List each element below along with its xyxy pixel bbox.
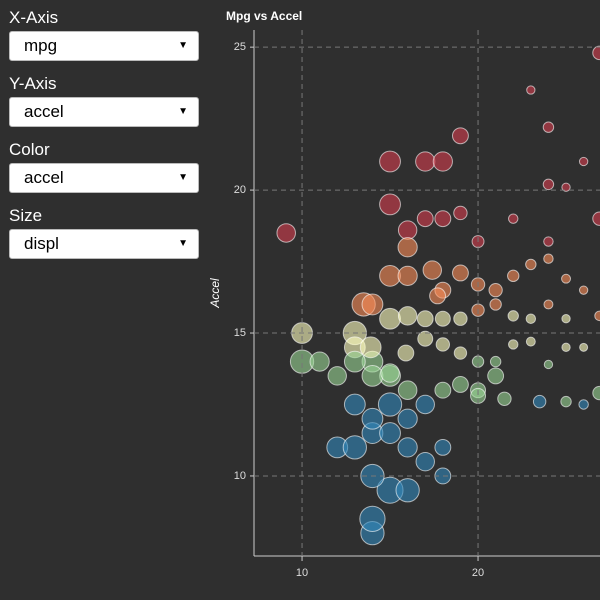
y-axis-label: Accel [208, 278, 222, 309]
point [578, 156, 589, 167]
y-tick-label: 10 [234, 470, 246, 482]
point [594, 310, 600, 322]
point [361, 293, 384, 316]
point [343, 393, 366, 416]
point [276, 223, 296, 243]
point [379, 264, 401, 287]
point [507, 269, 520, 283]
point [361, 364, 384, 387]
select[interactable]: displ [9, 229, 199, 259]
point [377, 392, 403, 417]
point [435, 337, 451, 352]
point [560, 395, 572, 408]
point [578, 285, 589, 295]
point [397, 344, 415, 362]
point [380, 363, 400, 383]
point [379, 150, 401, 173]
point [415, 394, 435, 415]
point [526, 85, 536, 95]
point [417, 330, 434, 347]
point [309, 351, 330, 372]
y-tick-label: 20 [234, 184, 246, 196]
point [453, 205, 468, 221]
point [525, 313, 537, 324]
point [561, 342, 571, 352]
point [422, 260, 442, 280]
point [432, 151, 453, 172]
point [379, 422, 401, 444]
point [359, 336, 382, 359]
point [507, 310, 519, 322]
point [327, 366, 347, 386]
y-tick-label: 15 [234, 327, 246, 339]
point [429, 287, 446, 305]
point [434, 438, 452, 456]
select[interactable]: mpg [9, 31, 199, 61]
point [415, 451, 435, 472]
point [543, 236, 554, 247]
point [452, 127, 469, 145]
point [488, 282, 503, 298]
point [592, 45, 600, 61]
control-label: X-Axis [9, 8, 59, 27]
control-label: Color [9, 140, 50, 159]
point [543, 299, 554, 310]
point [487, 367, 505, 385]
point [452, 264, 469, 282]
point [525, 336, 536, 347]
point [508, 339, 519, 350]
x-tick-label: 20 [472, 567, 484, 579]
point [397, 265, 418, 286]
point [578, 399, 589, 410]
control-label: Size [9, 206, 43, 225]
point [561, 273, 572, 284]
point [452, 376, 469, 393]
x-tick-label: 10 [296, 567, 308, 579]
point [434, 381, 452, 399]
point [543, 359, 554, 370]
points [276, 45, 600, 546]
point [561, 182, 571, 192]
point [434, 310, 451, 327]
y-tick-label: 25 [234, 41, 246, 53]
point [525, 258, 537, 271]
point [359, 505, 386, 532]
select[interactable]: accel [9, 97, 199, 127]
point [489, 355, 502, 368]
point [397, 380, 418, 400]
point [415, 151, 436, 172]
point [361, 407, 384, 430]
point [395, 478, 420, 503]
point [579, 342, 589, 352]
point [416, 210, 434, 228]
point [397, 437, 418, 458]
point [434, 210, 452, 228]
point [397, 306, 418, 326]
point [453, 346, 468, 360]
control-label: Y-Axis [9, 74, 57, 93]
point [497, 391, 512, 406]
point [397, 237, 418, 258]
point [543, 253, 554, 264]
point [532, 394, 547, 409]
select[interactable]: accel [9, 163, 199, 193]
point [489, 298, 502, 311]
point [343, 350, 366, 373]
point [397, 220, 418, 240]
point [592, 385, 600, 401]
chart-title: Mpg vs Accel [226, 9, 302, 23]
point [379, 307, 401, 330]
point [542, 121, 555, 133]
point [453, 311, 468, 326]
point [592, 211, 600, 226]
point [508, 213, 519, 224]
point [561, 314, 571, 324]
point [342, 435, 367, 460]
point [379, 193, 401, 216]
point [416, 310, 434, 328]
point [397, 408, 418, 429]
point [542, 178, 555, 191]
